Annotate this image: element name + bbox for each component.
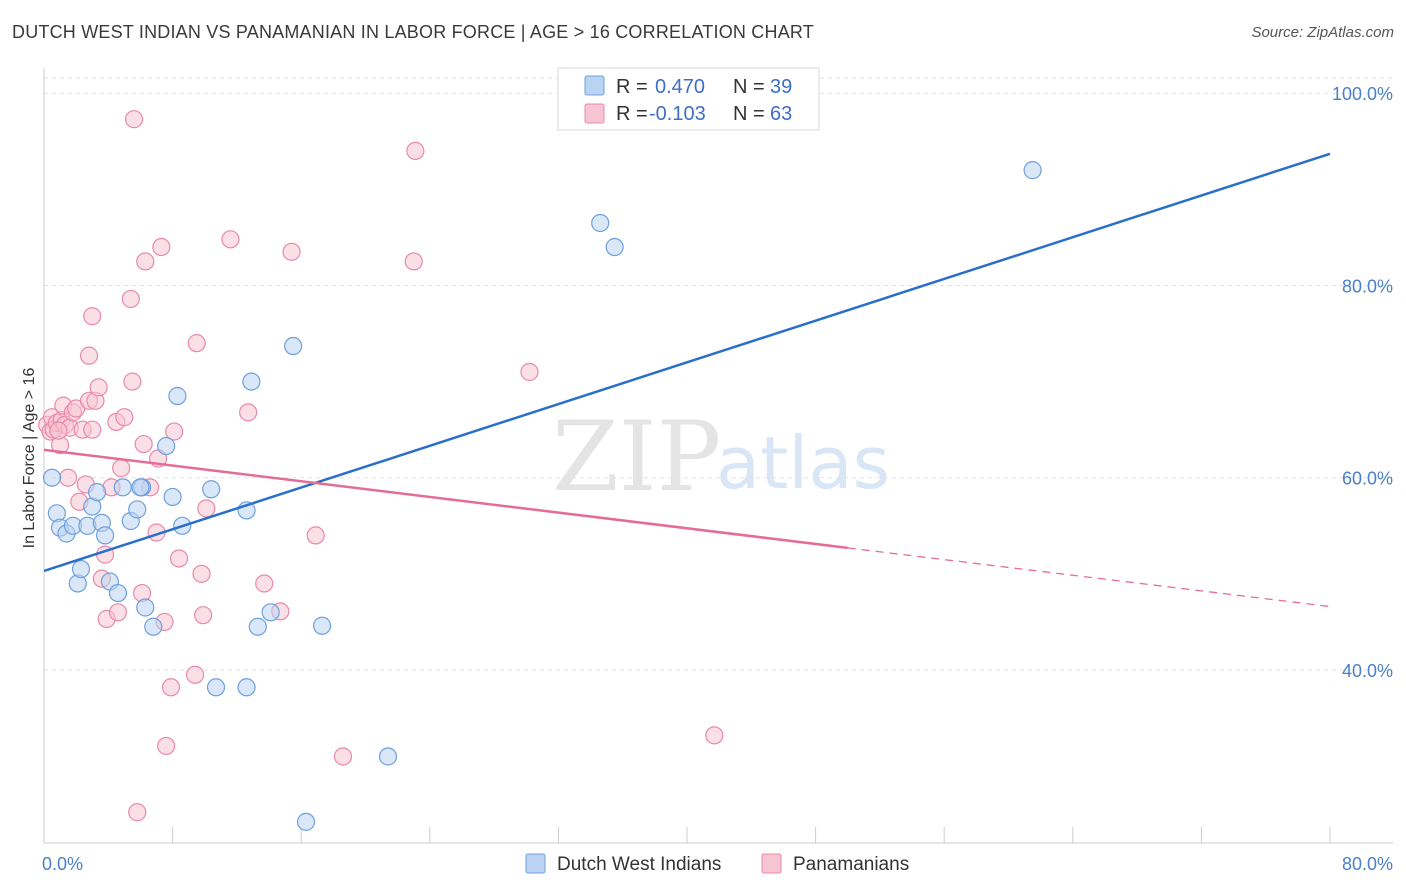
trend-lines [43,152,1331,608]
tick-labels: 40.0% 60.0% 80.0% 100.0% 0.0% 80.0% [42,84,1393,874]
dutch-west-indians-point-24 [202,480,221,499]
y-tick-label-1: 60.0% [1342,469,1393,489]
dutch-west-indians-point-13 [108,583,128,603]
dutch-west-indians-point-33 [378,747,398,766]
panamanians-point-43 [169,549,189,568]
legend-n-value-2: 63 [770,103,792,125]
chart-title: DUTCH WEST INDIAN VS PANAMANIAN IN LABOR… [12,22,814,42]
panamanians-point-50 [239,403,258,422]
watermark-zip: ZIP [552,401,721,513]
dutch-west-indians-point-11 [95,526,115,545]
panamanians-point-9 [59,468,78,487]
series-legend-label-dutch-west-indians: Dutch West Indians [557,854,721,875]
series-legend: Dutch West Indians Panamanians [525,853,909,875]
dutch-west-indians-point-0 [42,468,62,487]
panamanians-point-49 [221,230,240,249]
legend-swatch-pink [584,103,605,124]
legend-n-value-1: 39 [770,76,792,98]
dutch-west-indians-point-22 [168,386,187,406]
panamanians-point-48 [197,499,216,518]
panamanians-point-44 [186,665,205,684]
watermark-atlas: atlas [716,421,890,505]
dutch-west-indians-point-14 [113,478,132,497]
dutch-west-indians-point-9 [87,483,107,502]
legend-n-label-2: N = [733,103,765,125]
panamanians-point-62 [83,420,102,439]
dutch-west-indians-point-38 [131,478,150,497]
dutch-west-indians-point-6 [71,559,91,579]
panamanians-point-40 [157,736,176,756]
y-axis-label: In Labor Force | Age > 16 [21,368,38,549]
dutch-west-indians-point-18 [136,598,155,617]
panamanians-point-61 [49,421,68,440]
panamanians-point-56 [404,252,423,271]
dutch-west-indians-point-19 [144,617,163,636]
dutch-west-indians-point-27 [242,372,261,391]
series-legend-label-panamanians: Panamanians [793,854,909,875]
dutch-west-indians-point-20 [157,436,176,456]
panamanians-point-57 [406,141,425,160]
panamanians-point-28 [115,408,134,427]
panamanians-point-34 [134,434,153,454]
series-legend-swatch-blue [525,853,546,874]
panamanians-point-18 [83,307,102,326]
panamanians-point-46 [192,564,211,583]
x-tick-label-max: 80.0% [1342,854,1393,874]
legend-r-label-2: R = [616,103,648,125]
panamanians-point-45 [187,334,206,353]
panamanians-point-53 [282,242,301,261]
y-tick-label-0: 40.0% [1342,661,1393,681]
panamanians-point-17 [79,346,99,365]
dutch-west-indians-point-25 [206,678,226,697]
panamanians-point-42 [165,422,184,441]
panamanians-point-35 [136,252,155,271]
dutch-west-indians-point-28 [248,617,267,636]
panamanians-point-32 [128,803,147,822]
axes [43,68,1393,844]
watermark: ZIP atlas [552,401,890,513]
panamanians-point-29 [121,289,140,309]
panamanians-point-26 [108,603,128,622]
trend-line-panamanians [43,448,848,550]
panamanians-point-55 [333,747,353,766]
y-tick-label-2: 80.0% [1342,276,1393,296]
legend-r-value-1: 0.470 [655,76,705,98]
dutch-west-indians-point-34 [591,213,610,233]
series-dutch-west-indians-points [42,161,1042,831]
dutch-west-indians-point-31 [296,812,316,831]
dutch-west-indians-point-29 [261,603,280,622]
stats-legend: R = 0.470 N = 39 R = -0.103 N = 63 [557,67,820,131]
dutch-west-indians-point-37 [237,678,256,697]
legend-n-label-1: N = [733,76,765,98]
source-label: Source: ZipAtlas.com [1251,24,1394,41]
series-legend-swatch-pink [761,853,782,874]
trend-line-panamanians-extension [847,547,1331,608]
panamanians-point-27 [112,459,131,478]
panamanians-point-20 [89,378,108,397]
dutch-west-indians-point-21 [163,487,182,507]
dutch-west-indians-point-32 [312,616,332,635]
legend-r-label-1: R = [616,76,648,98]
legend-r-value-2: -0.103 [649,103,706,125]
series-panamanians-points [38,110,724,822]
panamanians-point-47 [194,606,213,625]
gridlines [44,77,1393,671]
dutch-west-indians-point-35 [605,237,624,257]
panamanians-point-30 [123,372,142,391]
panamanians-point-31 [124,110,144,129]
panamanians-point-54 [306,526,325,545]
trend-line-dutch-west-indians [43,152,1331,573]
panamanians-point-41 [161,678,181,697]
dutch-west-indians-point-30 [284,336,303,356]
dutch-west-indians-point-36 [1023,161,1042,180]
panamanians-point-58 [520,362,539,382]
panamanians-point-38 [152,237,171,257]
panamanians-point-51 [255,574,274,593]
dutch-west-indians-point-16 [128,500,147,519]
y-tick-label-3: 100.0% [1332,84,1393,104]
panamanians-point-59 [705,726,724,745]
x-tick-label-min: 0.0% [42,854,83,874]
legend-swatch-blue [584,75,605,96]
